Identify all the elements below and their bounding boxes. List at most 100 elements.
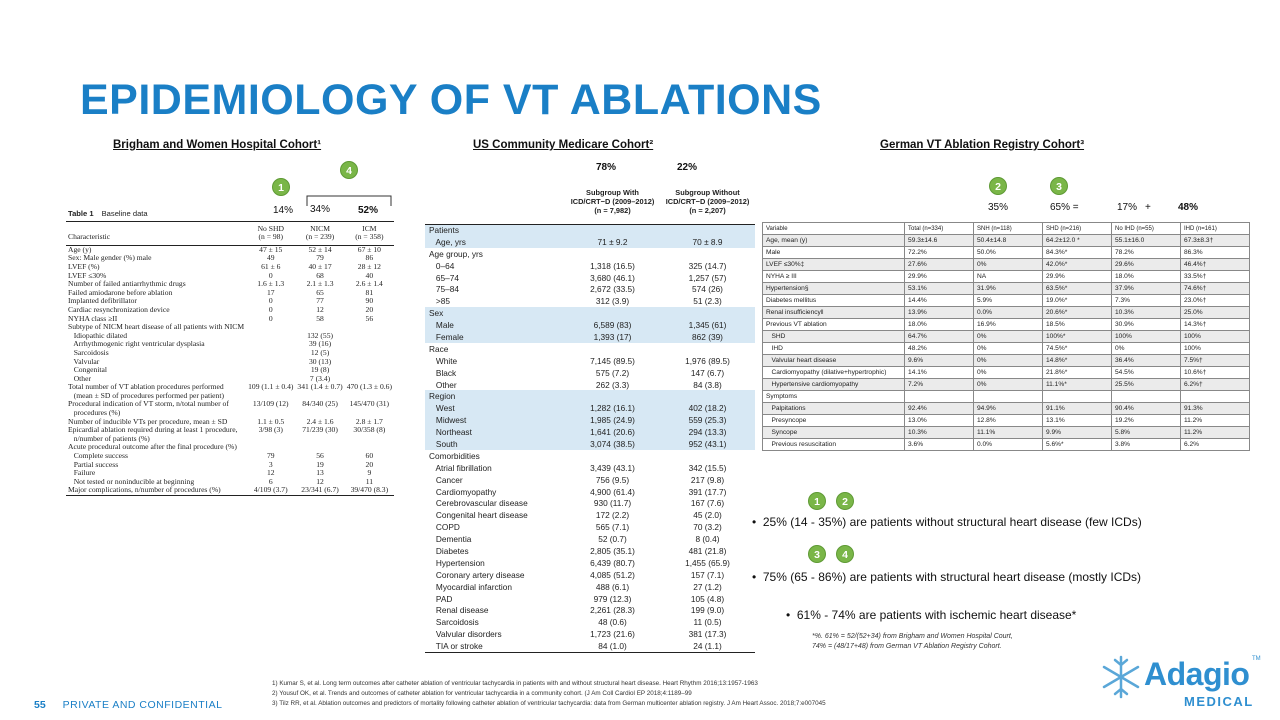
table-cell: Hypertension§	[761, 282, 906, 295]
table-cell	[973, 390, 1043, 403]
table-cell: Major complications, n/number of procedu…	[66, 486, 247, 497]
table-cell: 0–64	[429, 260, 455, 271]
table-cell: 84 (3.8)	[693, 379, 722, 390]
table-cell: 0	[268, 270, 273, 280]
table-cell: 79	[316, 253, 324, 263]
table-cell: 1,393 (17)	[565, 331, 660, 343]
table-row: West 1,282 (16.1) 402 (18.2)	[425, 402, 755, 415]
table-cell: 90	[365, 296, 374, 306]
table-cell: 952 (43.1)	[660, 438, 755, 450]
table-row: Age, mean (y) 59.3±14.6 50.4±14.8 64.2±12.0…	[761, 234, 1251, 247]
table-cell: 13.9%	[904, 306, 975, 319]
table-cell: 54.5%	[1110, 366, 1181, 379]
t3-header-cell: IHD (n=161)	[1179, 222, 1251, 235]
table-row: Partial success 3 19 20	[66, 459, 394, 470]
table-cell: 1,282 (16.1)	[565, 402, 660, 415]
table-cell: 33.5%†	[1179, 270, 1251, 283]
table-row: Not tested or noninducible at beginning 6…	[66, 477, 394, 487]
table-cell: 14.4%	[904, 294, 975, 307]
table-cell: 0.0%	[973, 306, 1043, 319]
table-cell: 78.2%	[1110, 246, 1181, 259]
table-cell: 86	[365, 253, 374, 263]
bullet-3: • 61% - 74% are patients with ischemic h…	[786, 608, 1077, 622]
table-row: Cardiac resynchronization device 0 12 20	[66, 305, 394, 315]
table-cell: 1,976 (89.5)	[685, 355, 730, 366]
table-cell: West	[425, 402, 565, 415]
table-cell: PAD	[429, 593, 453, 604]
marker-2: 2	[989, 177, 1007, 195]
table-cell: Hypertensive cardiomyopathy	[761, 378, 906, 391]
table-row: Hypertension§ 53.1% 31.9% 63.5%* 37.9% 74.6%†	[761, 282, 1251, 295]
table-row: Palpitations 92.4% 94.9% 91.1% 90.4% 91.3%	[761, 402, 1251, 415]
table-cell	[565, 390, 660, 403]
table-row: COPD 565 (7.1) 70 (3.2)	[425, 521, 755, 533]
table-cell	[345, 332, 394, 341]
table-row: Syncope 10.3% 11.1% 9.9% 5.8% 11.2%	[761, 426, 1251, 439]
table-cell: 294 (13.3)	[660, 426, 755, 439]
table-cell: 2.1 ± 1.3	[306, 279, 334, 289]
table-cell: Cancer	[429, 474, 463, 485]
table-cell: 71/239 (30)	[302, 425, 338, 435]
table-cell: 0%	[973, 378, 1043, 391]
table-cell	[1110, 390, 1181, 403]
table-cell: 74.5%*	[1042, 342, 1112, 355]
table-cell: 50.0%	[973, 246, 1043, 259]
table-cell: Age, yrs	[425, 235, 565, 248]
table-cell: 8 (0.4)	[695, 534, 720, 545]
table-cell: 2,672 (33.5)	[590, 284, 635, 295]
table-cell: 6.2%†	[1179, 378, 1251, 391]
table-cell: 862 (39)	[660, 331, 755, 343]
table-row: 75–84 2,672 (33.5) 574 (26)	[425, 283, 755, 295]
table-row: Number of inducible VTs per procedure, m…	[66, 416, 394, 427]
table-cell: 40 ± 17	[308, 261, 332, 271]
table-cell: 11 (0.5)	[693, 617, 722, 628]
table-cell: 756 (9.5)	[595, 474, 630, 485]
table-cell: 3	[268, 459, 273, 469]
table-cell: 2.4 ± 1.6	[306, 416, 334, 426]
table-cell: 23.0%†	[1179, 294, 1251, 307]
table-cell: 2.8 ± 1.7	[355, 416, 383, 426]
table-cell: 25.5%	[1110, 378, 1181, 391]
table-cell: 0%	[973, 258, 1043, 271]
table-cell: Renal disease	[429, 605, 489, 616]
table-cell: 23/341 (6.7)	[295, 486, 345, 497]
table-cell: 16.9%	[973, 318, 1043, 331]
table-cell: 100%	[1179, 330, 1251, 343]
table-cell: SHD	[761, 330, 906, 343]
table-cell: NYHA class ≥II	[68, 313, 118, 323]
table-cell: Male	[425, 319, 565, 332]
table-cell: Midwest	[425, 414, 565, 427]
table-cell: 7 (3.4)	[309, 373, 331, 383]
table-row: Cancer 756 (9.5) 217 (9.8)	[425, 474, 755, 486]
table-cell: Congenital heart disease	[429, 510, 528, 521]
table-cell: 30 (13)	[308, 356, 332, 366]
table-cell: 0%	[973, 366, 1043, 379]
table-cell: 5.8%	[1110, 426, 1181, 439]
table-cell	[246, 435, 295, 444]
table-cell: Previous VT ablation	[761, 318, 906, 331]
table-cell: Palpitations	[761, 402, 906, 415]
confidential-label: PRIVATE AND CONFIDENTIAL	[62, 699, 223, 711]
table-cell: 24 (1.1)	[660, 640, 755, 653]
table-cell: procedures (%)	[68, 408, 121, 418]
table-cell: 20	[365, 459, 374, 469]
table-cell: 48 (0.6)	[598, 617, 627, 628]
logo-name: Adagio	[1144, 656, 1250, 692]
table-cell: 1,723 (21.6)	[590, 629, 635, 640]
table-cell: 37.9%	[1110, 282, 1181, 295]
table-cell	[565, 307, 660, 320]
reference-1: 1) Kumar S, et al. Long term outcomes af…	[272, 680, 758, 687]
table-cell: 19.2%	[1110, 414, 1181, 427]
reference-2: 2) Yousuf OK, et al. Trends and outcomes…	[272, 690, 692, 697]
t2-header-cell	[425, 180, 565, 225]
table-cell: 21.8%*	[1042, 366, 1112, 379]
table-row: Comorbidities	[425, 450, 755, 462]
table-row: Sarcoidosis 12 (5)	[66, 348, 394, 358]
table-cell: 12.8%	[973, 414, 1043, 427]
table-row: Coronary artery disease 4,085 (51.2) 157 (…	[425, 569, 755, 581]
table-cell: 48.2%	[904, 342, 975, 355]
table-cell: Myocardial infarction	[429, 581, 513, 592]
table-cell: Procedural indication of VT storm, n/tot…	[68, 399, 229, 409]
table-row: LVEF (%) 61 ± 6 40 ± 17 28 ± 12	[66, 261, 394, 272]
marker-3: 3	[1050, 177, 1068, 195]
